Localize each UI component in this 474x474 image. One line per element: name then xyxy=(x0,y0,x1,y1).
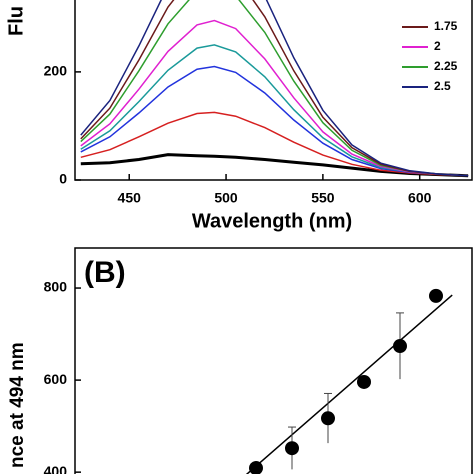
data-point xyxy=(285,441,299,456)
x-axis-label: Wavelength (nm) xyxy=(192,210,352,232)
data-point xyxy=(249,461,263,474)
legend-label: 2.25 xyxy=(434,59,458,73)
data-point xyxy=(393,339,407,354)
x-tick-label: 600 xyxy=(408,190,432,206)
y-axis-label: nce at 494 nm xyxy=(7,342,28,468)
data-point xyxy=(429,288,443,303)
plot-frame xyxy=(74,247,473,474)
series-line xyxy=(80,19,469,177)
panel-b: 400 600 800 xyxy=(44,279,453,474)
plot-frame xyxy=(74,0,473,181)
panel-a: 450 500 550 600 0 200 1.75 2 2.25 2.5 xyxy=(44,0,469,206)
plot-area xyxy=(245,288,453,474)
series-line xyxy=(80,44,469,177)
data-point xyxy=(321,411,335,426)
y-tick-label: 800 xyxy=(44,279,68,295)
y-axis-label: Flu xyxy=(5,6,27,36)
x-tick-label: 450 xyxy=(118,190,142,206)
y-tick-label: 400 xyxy=(44,463,68,474)
fit-line xyxy=(245,294,453,474)
x-tick-label: 500 xyxy=(214,190,238,206)
series-line xyxy=(80,0,469,177)
y-tick-label: 600 xyxy=(44,371,68,387)
y-tick-label: 0 xyxy=(59,171,67,187)
legend-label: 2 xyxy=(434,39,441,53)
data-point xyxy=(357,374,371,389)
plot-area xyxy=(80,0,469,178)
legend-label: 2.5 xyxy=(434,79,451,93)
x-tick-label: 550 xyxy=(311,190,335,206)
legend-label: 1.75 xyxy=(434,19,458,33)
series-line xyxy=(80,111,469,177)
panel-label: (B) xyxy=(84,256,126,289)
y-tick-label: 200 xyxy=(44,63,68,79)
